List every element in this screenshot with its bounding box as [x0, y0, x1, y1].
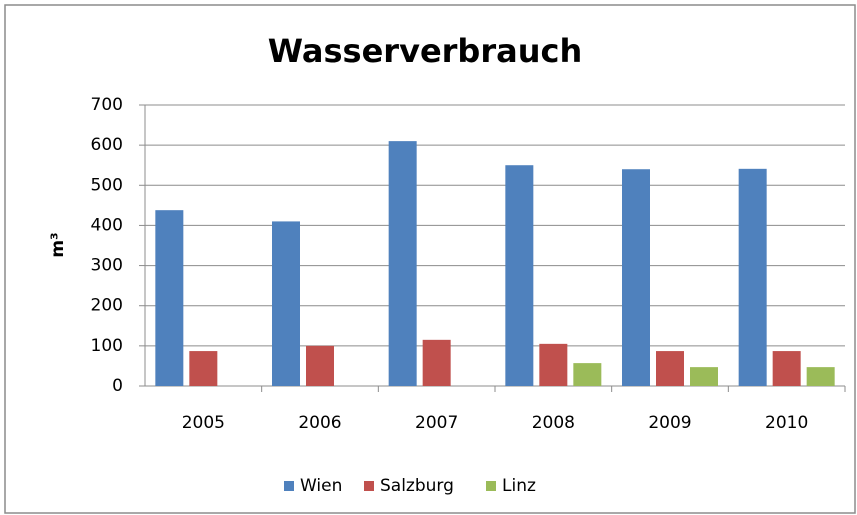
y-tick-label: 500	[91, 175, 123, 195]
bar	[738, 168, 767, 386]
x-tick-label: 2008	[532, 413, 575, 433]
y-tick-label: 0	[112, 376, 123, 396]
bar	[505, 165, 534, 386]
legend-swatch	[486, 481, 496, 491]
bar	[772, 351, 801, 386]
legend-label: Linz	[502, 476, 536, 496]
x-tick-label: 2005	[182, 413, 225, 433]
x-tick-label: 2010	[765, 413, 808, 433]
legend-swatch	[364, 481, 374, 491]
bar	[622, 169, 650, 386]
y-tick-label: 300	[91, 256, 123, 276]
bar	[539, 343, 568, 386]
bar	[656, 351, 684, 386]
x-tick-label: 2006	[298, 413, 341, 433]
bar	[806, 367, 835, 386]
bar	[422, 339, 451, 386]
legend-swatch	[284, 481, 294, 491]
legend-label: Wien	[300, 476, 342, 496]
bar	[189, 351, 218, 386]
x-tick-label: 2007	[415, 413, 458, 433]
y-axis-label: m³	[48, 232, 68, 257]
chart-title: Wasserverbrauch	[268, 32, 582, 70]
y-tick-label: 700	[91, 95, 123, 115]
chart-frame	[4, 4, 856, 514]
x-tick-label: 2009	[648, 413, 691, 433]
bar	[306, 345, 334, 386]
bar	[155, 210, 184, 386]
y-tick-label: 400	[91, 215, 123, 235]
bar	[388, 141, 417, 386]
y-tick-label: 100	[91, 336, 123, 356]
legend-label: Salzburg	[380, 476, 454, 496]
bar	[272, 221, 300, 386]
y-tick-label: 200	[91, 296, 123, 316]
bar	[573, 363, 602, 386]
y-tick-label: 600	[91, 135, 123, 155]
bar	[690, 367, 718, 386]
